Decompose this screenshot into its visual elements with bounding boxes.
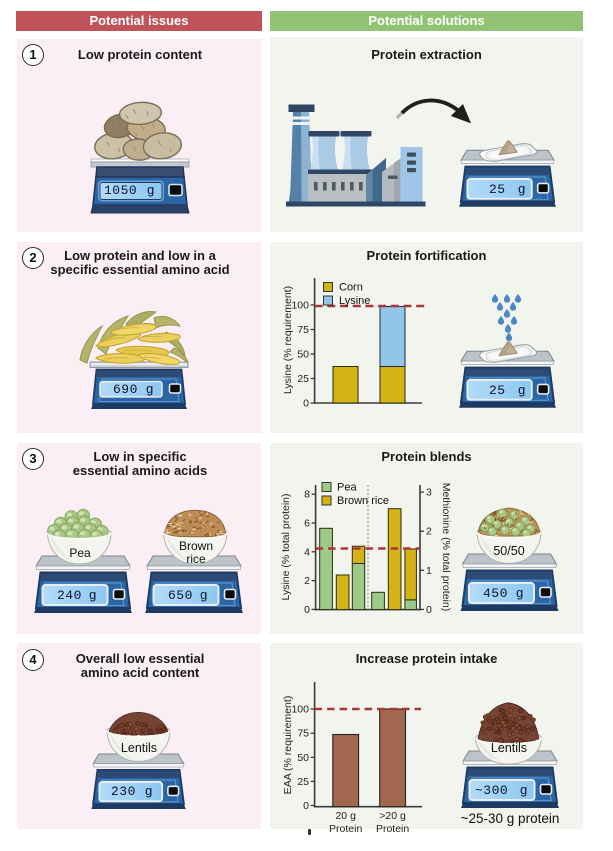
svg-text:6: 6 (304, 518, 310, 530)
svg-text:>20 g: >20 g (379, 810, 406, 822)
svg-text:2: 2 (304, 575, 310, 587)
svg-text:EAA (% requirement): EAA (% requirement) (282, 696, 294, 795)
svg-text:75: 75 (297, 324, 309, 336)
svg-text:Lysine (% requirement): Lysine (% requirement) (282, 286, 294, 394)
svg-text:100: 100 (291, 704, 309, 716)
svg-text:Lysine (% total protein): Lysine (% total protein) (280, 494, 292, 601)
svg-text:25: 25 (297, 776, 309, 788)
svg-text:Lysine: Lysine (339, 295, 370, 307)
svg-text:1: 1 (426, 565, 432, 577)
svg-text:0: 0 (303, 398, 309, 410)
svg-text:8: 8 (304, 489, 310, 501)
svg-text:Brown rice: Brown rice (337, 495, 389, 507)
svg-text:Methionine (% total protein): Methionine (% total protein) (440, 483, 452, 611)
svg-text:2: 2 (426, 526, 432, 538)
svg-text:25: 25 (297, 373, 309, 385)
svg-text:0: 0 (426, 604, 432, 616)
svg-text:50: 50 (297, 349, 309, 361)
svg-text:75: 75 (297, 728, 309, 740)
svg-text:4: 4 (304, 546, 310, 558)
svg-text:20 g: 20 g (335, 810, 356, 822)
svg-text:0: 0 (304, 604, 310, 616)
svg-text:100: 100 (291, 300, 309, 312)
svg-text:50: 50 (297, 752, 309, 764)
svg-text:Protein: Protein (329, 823, 362, 835)
svg-text:Corn: Corn (339, 282, 363, 294)
svg-text:0: 0 (303, 800, 309, 812)
svg-text:Pea: Pea (337, 482, 357, 494)
svg-text:Protein: Protein (376, 823, 409, 835)
svg-text:3: 3 (426, 487, 432, 499)
